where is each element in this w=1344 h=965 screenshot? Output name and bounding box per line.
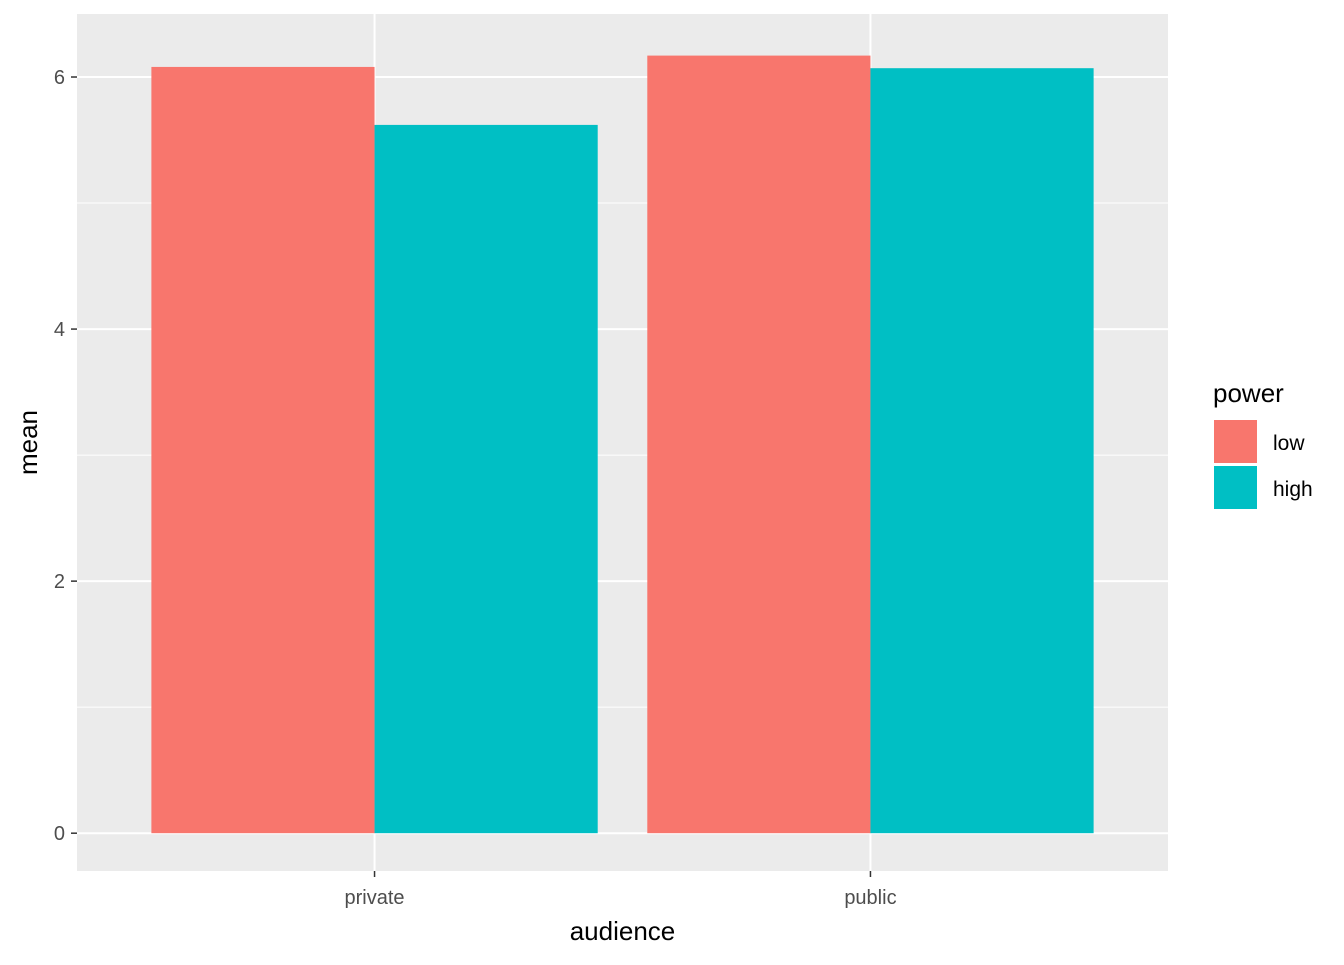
legend-title: power [1213,378,1284,408]
bars [151,55,1094,834]
legend-key-high [1214,466,1257,509]
x-tick-label: public [844,887,896,909]
bar-private-low [151,66,375,834]
legend-label-high: high [1273,478,1313,501]
y-axis: 0 2 4 6 [54,67,77,845]
legend: power low high [1213,378,1313,509]
bar-public-low [647,55,871,834]
y-tick-label: 6 [54,67,65,89]
x-tick-label: private [345,887,405,909]
bar-private-high [374,124,598,834]
x-axis: private public [345,871,897,909]
y-tick-label: 4 [54,319,65,341]
y-axis-title: mean [13,410,43,475]
y-tick-label: 2 [54,571,65,593]
x-axis-title: audience [570,916,676,946]
bar-public-high [870,68,1094,834]
legend-label-low: low [1273,432,1305,455]
y-tick-label: 0 [54,823,65,845]
legend-key-low [1214,420,1257,463]
